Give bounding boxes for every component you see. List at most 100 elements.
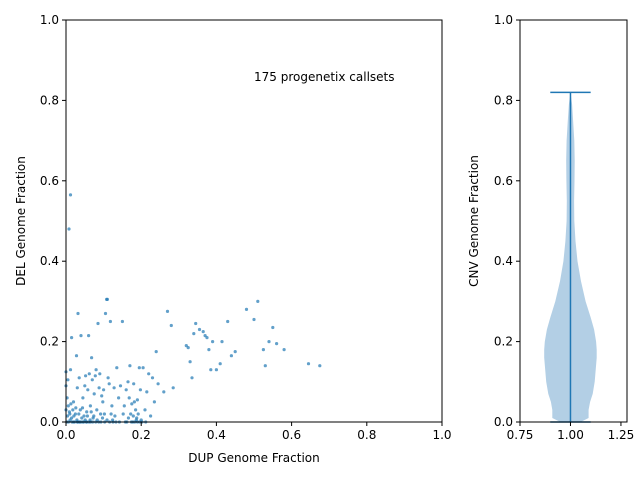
scatter-annotation: 175 progenetix callsets: [254, 70, 395, 84]
scatter-point: [93, 374, 97, 378]
scatter-point: [152, 400, 156, 404]
scatter-x-tick-label: 1.0: [432, 428, 451, 442]
scatter-point: [138, 388, 142, 392]
scatter-point: [118, 384, 123, 388]
scatter-point: [126, 416, 130, 420]
scatter-point: [75, 386, 79, 390]
scatter-point: [65, 414, 70, 418]
scatter-point: [192, 332, 196, 336]
scatter-point: [201, 330, 205, 334]
scatter-point: [143, 408, 147, 412]
scatter-point: [83, 384, 87, 388]
scatter-point: [74, 354, 79, 358]
scatter-point: [79, 334, 83, 338]
violin-y-axis-label: CNV Genome Fraction: [467, 155, 481, 287]
scatter-point: [132, 400, 136, 404]
scatter-point: [80, 406, 85, 410]
scatter-x-tick-label: 0.0: [56, 428, 75, 442]
scatter-point: [141, 366, 145, 370]
scatter-point: [282, 348, 286, 352]
scatter-point: [109, 412, 113, 416]
scatter-point: [120, 319, 124, 324]
scatter-x-tick-label: 0.6: [282, 428, 301, 442]
scatter-point: [70, 336, 74, 340]
scatter-point: [145, 390, 149, 394]
scatter-x-axis-label: DUP Genome Fraction: [188, 451, 320, 465]
scatter-point: [205, 336, 209, 340]
scatter-point: [126, 380, 130, 384]
scatter-y-tick-label: 1.0: [40, 13, 59, 27]
scatter-point: [66, 404, 70, 408]
scatter-point: [78, 408, 82, 412]
scatter-point: [77, 412, 81, 416]
scatter-point: [128, 364, 132, 368]
scatter-point: [229, 354, 233, 358]
scatter-point: [124, 388, 128, 392]
scatter-point: [77, 376, 81, 380]
scatter-point: [68, 193, 73, 197]
scatter-point: [87, 372, 91, 376]
scatter-point: [150, 376, 155, 380]
scatter-point: [115, 366, 119, 370]
scatter-point: [261, 348, 265, 352]
scatter-point: [82, 414, 86, 418]
scatter-point: [108, 319, 112, 324]
scatter-point: [226, 319, 230, 324]
scatter-point: [137, 366, 141, 370]
scatter-point: [69, 402, 73, 406]
scatter-point: [102, 388, 106, 392]
scatter-point: [68, 368, 73, 372]
scatter-point: [98, 372, 102, 376]
violin-y-tick-label: 0.4: [494, 254, 513, 268]
scatter-point: [117, 396, 121, 400]
scatter-point: [147, 372, 151, 376]
scatter-point: [107, 382, 111, 386]
scatter-point: [101, 400, 105, 404]
scatter-x-tick-label: 0.2: [132, 428, 151, 442]
scatter-point: [85, 414, 89, 418]
violin-x-tick-label: 0.75: [507, 428, 534, 442]
scatter-point: [194, 321, 198, 326]
scatter-point: [129, 412, 133, 416]
scatter-point: [275, 342, 279, 346]
scatter-point: [197, 327, 202, 332]
scatter-point: [220, 340, 224, 344]
scatter-point: [203, 334, 207, 338]
scatter-point: [72, 414, 76, 418]
scatter-point: [211, 340, 215, 344]
scatter-point: [207, 348, 211, 352]
scatter-point: [162, 390, 166, 394]
scatter-axes-frame: [65, 19, 443, 423]
violin-y-tick-label: 0.0: [494, 415, 513, 429]
scatter-point: [80, 416, 84, 420]
scatter-point: [209, 368, 213, 372]
scatter-point: [71, 408, 75, 412]
scatter-point: [244, 307, 249, 311]
scatter-point: [134, 408, 138, 412]
scatter-point: [136, 412, 140, 416]
scatter-point: [110, 404, 114, 408]
scatter-point: [106, 376, 110, 380]
scatter-point: [68, 418, 72, 422]
scatter-point: [99, 412, 103, 416]
scatter-point: [134, 418, 138, 422]
scatter-point: [67, 227, 71, 231]
scatter-point: [169, 323, 173, 328]
scatter-point: [263, 364, 267, 368]
scatter-point: [102, 412, 106, 416]
scatter-point: [233, 350, 237, 354]
violin-y-tick-label: 0.8: [494, 93, 513, 107]
scatter-point: [66, 378, 70, 382]
scatter-point: [188, 360, 192, 364]
scatter-point: [132, 382, 136, 386]
scatter-point: [74, 406, 78, 410]
scatter-point: [149, 414, 153, 418]
scatter-point: [95, 408, 99, 412]
scatter-point: [86, 388, 90, 392]
scatter-point: [131, 414, 135, 418]
scatter-point: [318, 364, 322, 368]
violin-x-tick-label: 1.00: [557, 428, 584, 442]
scatter-point: [92, 414, 96, 418]
